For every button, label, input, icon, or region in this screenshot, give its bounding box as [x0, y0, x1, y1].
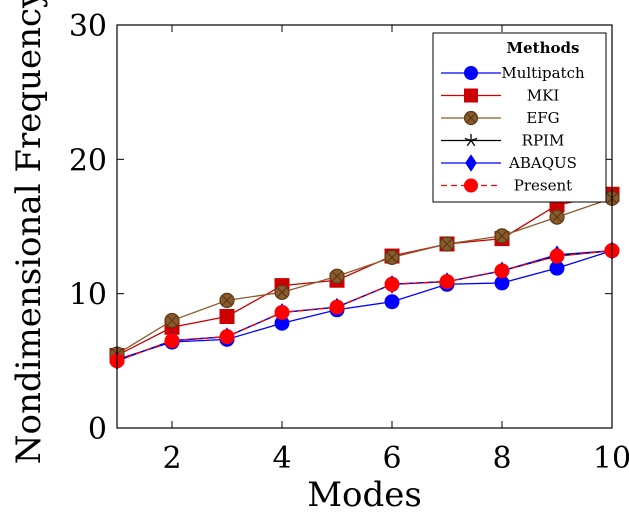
x-tick-label: 4: [272, 441, 291, 476]
legend-entry-rpim: RPIM: [441, 132, 564, 150]
legend-marker-rpim-ray: [470, 137, 478, 142]
data-point-efg: [164, 312, 180, 329]
series-multipatch: [109, 243, 620, 367]
series-rpim: [110, 243, 619, 367]
legend-marker-rpim: [464, 134, 478, 147]
y-tick-label: 30: [69, 9, 107, 44]
y-tick-label: 20: [69, 143, 107, 178]
legend-entry-mki: MKI: [441, 87, 559, 105]
data-point-efg-cross-b: [276, 286, 288, 298]
series-line-mki: [116, 193, 613, 357]
legend-title: Methods: [507, 39, 580, 57]
legend-label-multipatch: Multipatch: [501, 64, 585, 82]
data-point-efg: [384, 249, 400, 265]
data-point-efg: [494, 228, 510, 244]
legend-marker-rpim-ray: [464, 137, 472, 142]
legend-entry-abaqus: ABAQUS: [441, 154, 577, 172]
data-point-multipatch: [384, 294, 400, 310]
x-tick-label: 6: [382, 441, 401, 476]
legend-label-present: Present: [514, 177, 572, 195]
data-point-efg: [439, 236, 455, 252]
legend-marker-efg-cross-b: [466, 113, 476, 123]
plot-frame: [116, 24, 613, 429]
legend-marker-multipatch: [464, 66, 478, 80]
series-mki: [109, 186, 620, 363]
data-point-efg-cross-b: [441, 238, 453, 250]
legend-label-efg: EFG: [526, 109, 559, 127]
x-axis-title: Modes: [307, 475, 422, 515]
data-point-efg-cross-b: [386, 252, 398, 263]
data-point-mki: [219, 309, 235, 325]
y-tick-label: 0: [88, 412, 107, 447]
legend-marker-abaqus: [465, 154, 477, 172]
series-line-efg: [116, 197, 613, 355]
x-tick-label: 10: [593, 441, 629, 476]
series-present: [109, 243, 620, 369]
legend-entry-multipatch: Multipatch: [441, 64, 585, 82]
data-point-present: [164, 333, 180, 349]
legend-entry-present: Present: [441, 177, 572, 195]
data-point-efg-cross-b: [221, 295, 233, 306]
x-tick-label: 8: [492, 441, 511, 476]
data-point-efg-cross-b: [331, 270, 343, 282]
legend-marker-present: [464, 178, 478, 193]
legend-box: [432, 32, 607, 203]
legend: Methods Multipatch MKI EFG RPIM ABAQUS Present: [432, 32, 607, 203]
y-axis-title: Nondimensional Frequency: [9, 0, 49, 464]
axes-layer: 2 4 6 8 10 0 10 20 30: [69, 9, 629, 476]
data-point-present: [494, 263, 510, 279]
data-point-efg: [219, 292, 235, 308]
data-point-efg: [329, 268, 345, 284]
data-point-present: [549, 248, 565, 264]
y-tick-label: 10: [69, 278, 107, 313]
x-tick-label: 2: [162, 441, 181, 476]
data-point-efg: [549, 209, 565, 225]
legend-label-rpim: RPIM: [522, 132, 565, 150]
data-point-present: [274, 304, 290, 320]
legend-marker-efg: [463, 110, 479, 126]
data-point-efg-cross-b: [496, 230, 508, 242]
data-point-present: [384, 276, 400, 292]
legend-marker-rpim-ray: [466, 140, 472, 147]
legend-label-mki: MKI: [527, 87, 560, 105]
legend-marker-mki: [464, 88, 478, 103]
series-line-multipatch: [116, 250, 613, 361]
legend-marker-rpim-ray: [470, 140, 476, 147]
data-point-efg: [274, 284, 290, 300]
data-point-efg-cross-b: [166, 315, 178, 326]
series-efg: [109, 190, 620, 362]
data-point-present: [439, 274, 455, 290]
series-line-abaqus: [116, 250, 613, 362]
legend-entry-efg: EFG: [441, 109, 560, 127]
legend-label-abaqus: ABAQUS: [508, 154, 577, 172]
data-point-efg-cross-b: [551, 211, 563, 223]
data-point-present: [219, 329, 235, 345]
plot-layer: [109, 186, 620, 371]
data-point-present: [329, 299, 345, 315]
